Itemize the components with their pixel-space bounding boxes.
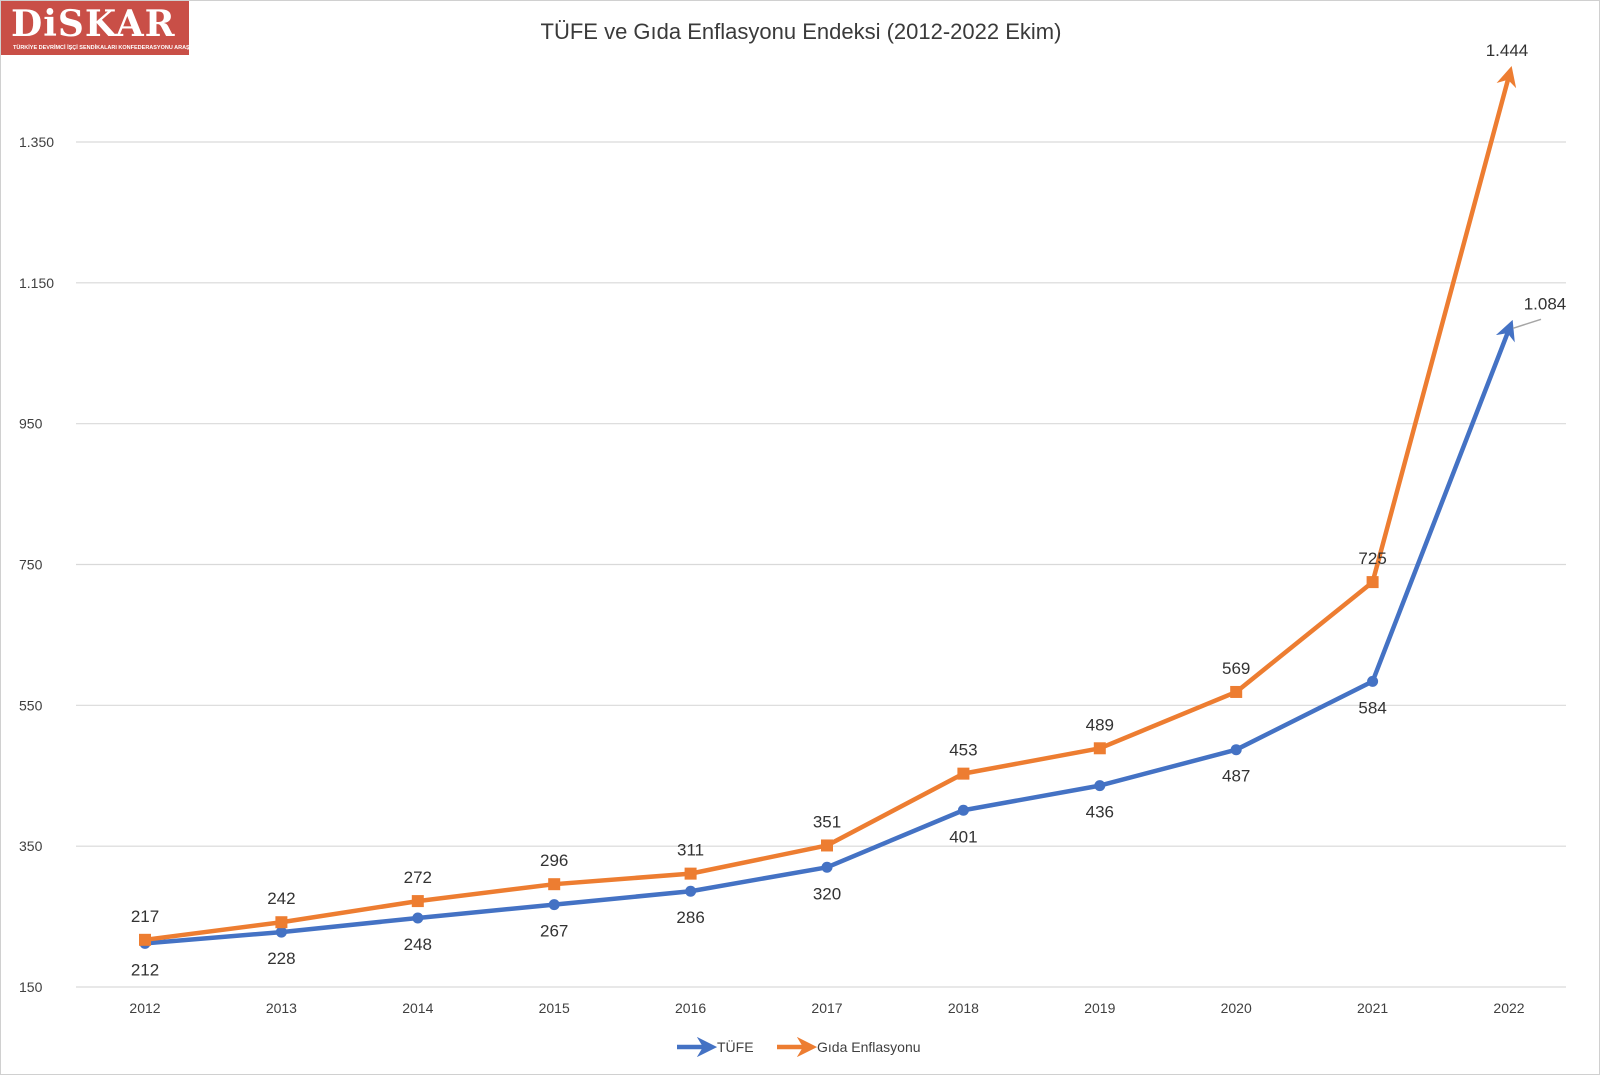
data-label: 487 [1222,767,1250,786]
data-label: 725 [1358,549,1386,568]
y-axis-ticks: 150 350 550 750 950 1.150 1.350 [19,134,54,995]
y-tick-label: 350 [19,838,43,854]
series-tufe [139,319,1515,949]
data-label: 267 [540,922,568,941]
x-tick-label: 2018 [948,1000,979,1016]
data-label: 401 [949,827,977,846]
data-label: 320 [813,884,841,903]
series-gida-enflasyonu [139,66,1517,946]
data-point [548,878,561,891]
data-point [821,839,833,852]
data-point [821,861,833,873]
y-tick-label: 1.350 [19,134,54,150]
data-label: 228 [267,949,295,968]
y-tick-label: 550 [19,697,43,713]
legend-label: TÜFE [717,1038,754,1055]
series-lines [139,66,1517,949]
data-label: 1.444 [1486,41,1529,60]
data-label: 584 [1358,698,1386,717]
data-point [275,916,288,929]
legend-item-tufe[interactable]: TÜFE [677,1036,754,1058]
data-point [139,933,151,946]
x-tick-label: 2013 [266,1000,297,1016]
data-label: 296 [540,851,568,870]
data-point [548,899,560,911]
data-label: 351 [813,812,841,831]
data-label: 248 [404,935,432,954]
data-label: 311 [677,841,704,860]
diskar-logo: DiSKAR TÜRKİYE DEVRİMCİ İŞÇİ SENDİKALARI… [1,1,233,55]
data-label: 436 [1086,803,1114,822]
data-point [1366,576,1379,589]
legend-item-gida-enflasyonu[interactable]: Gıda Enflasyonu [777,1036,921,1058]
data-label: 489 [1086,715,1114,734]
y-tick-label: 750 [19,557,43,573]
x-tick-label: 2012 [129,1000,160,1016]
data-point [957,804,969,816]
data-point [1093,742,1106,755]
legend-label: Gıda Enflasyonu [817,1039,921,1055]
data-point [1367,675,1379,687]
legend[interactable]: TÜFE Gıda Enflasyonu [677,1036,921,1058]
chart-title: TÜFE ve Gıda Enflasyonu Endeksi (2012-20… [541,19,1062,44]
x-tick-label: 2021 [1357,1000,1388,1016]
x-tick-label: 2022 [1493,1000,1524,1016]
data-label: 217 [131,907,159,926]
x-tick-label: 2020 [1221,1000,1252,1016]
logo-subtitle: TÜRKİYE DEVRİMCİ İŞÇİ SENDİKALARI KONFED… [13,45,234,51]
x-tick-label: 2017 [811,1000,842,1016]
y-tick-label: 950 [19,416,43,432]
x-tick-label: 2016 [675,1000,706,1016]
data-labels: 212 228 248 267 286 320 401 436 487 584 1.084 217 24… [131,41,1566,980]
data-label-leader [1512,318,1542,330]
data-point [275,926,287,938]
data-label: 286 [676,908,704,927]
y-tick-label: 1.150 [19,275,54,291]
logo-text: DiSKAR [11,3,176,45]
data-point [685,885,697,897]
data-point [412,912,424,924]
y-tick-label: 150 [19,979,43,995]
data-point [1230,685,1243,698]
gridlines [76,141,1566,988]
data-point [1094,780,1106,792]
x-tick-label: 2014 [402,1000,433,1016]
x-tick-label: 2019 [1084,1000,1115,1016]
x-tick-label: 2015 [539,1000,570,1016]
data-label: 569 [1222,659,1250,678]
data-label: 212 [131,960,159,979]
data-label: 453 [949,741,977,760]
data-label: 242 [267,889,295,908]
data-point [957,767,970,780]
x-axis-ticks: 2012 2013 2014 2015 2016 2017 2018 2019 2020 2021… [129,1000,1524,1016]
series-line [144,66,1517,943]
data-point [1230,744,1242,756]
data-label: 272 [404,868,432,887]
data-point [411,895,424,908]
data-point [684,867,697,880]
data-label: 1.084 [1524,294,1567,313]
